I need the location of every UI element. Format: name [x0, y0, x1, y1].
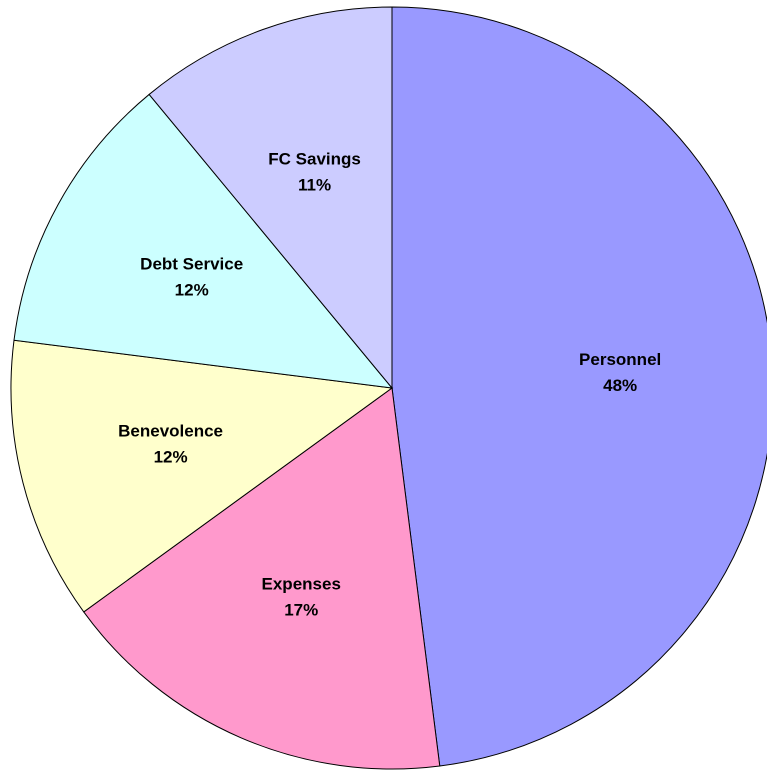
pie-slice [10, 339, 394, 613]
slice-value-label: 12% [175, 280, 209, 299]
slice-label: Benevolence [118, 421, 223, 440]
slice-value-label: 11% [298, 175, 331, 194]
slice-value-label: 17% [284, 600, 318, 619]
pie-slice [148, 6, 393, 390]
slice-label: Expenses [262, 574, 341, 593]
slice-label: Personnel [579, 350, 661, 369]
pie-slice [13, 93, 394, 389]
pie-slice [391, 6, 767, 767]
slice-label: Debt Service [140, 254, 243, 273]
slice-value-label: 48% [603, 376, 637, 395]
pie-slice [83, 387, 441, 770]
slice-label: FC Savings [268, 149, 361, 168]
slice-value-label: 12% [154, 447, 188, 466]
